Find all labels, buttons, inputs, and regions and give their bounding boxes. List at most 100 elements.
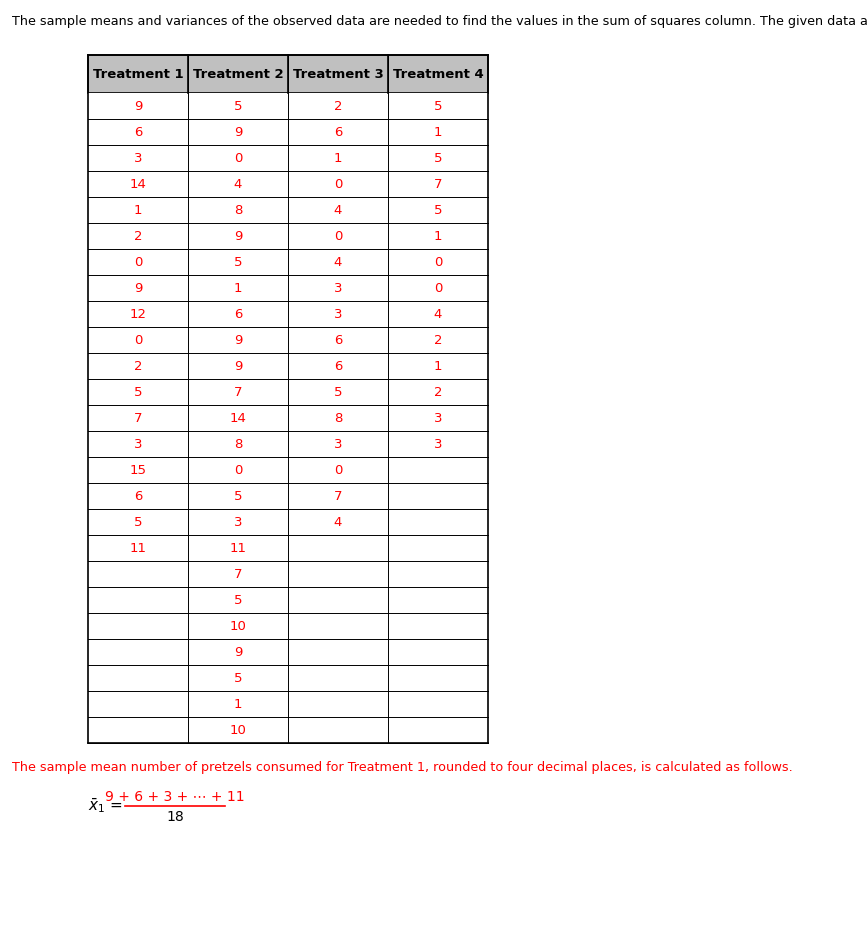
Text: 2: 2 bbox=[134, 230, 142, 242]
Bar bbox=[88, 353, 488, 379]
Text: 9: 9 bbox=[234, 126, 242, 138]
Bar bbox=[88, 119, 488, 145]
Text: 5: 5 bbox=[234, 255, 242, 269]
Text: 6: 6 bbox=[134, 126, 142, 138]
Bar bbox=[88, 249, 488, 275]
Text: 9: 9 bbox=[234, 334, 242, 346]
Text: 14: 14 bbox=[230, 412, 246, 425]
Text: 7: 7 bbox=[334, 489, 342, 502]
Text: 6: 6 bbox=[334, 126, 342, 138]
Bar bbox=[88, 93, 488, 119]
Text: 7: 7 bbox=[134, 412, 142, 425]
Text: 2: 2 bbox=[434, 334, 442, 346]
Text: 3: 3 bbox=[134, 437, 142, 450]
Bar bbox=[88, 691, 488, 717]
Text: 8: 8 bbox=[234, 203, 242, 217]
Text: 1: 1 bbox=[434, 230, 442, 242]
Bar bbox=[88, 379, 488, 405]
Text: 5: 5 bbox=[434, 203, 442, 217]
Text: 18: 18 bbox=[166, 810, 184, 824]
Text: 14: 14 bbox=[129, 178, 147, 190]
Text: 9: 9 bbox=[134, 99, 142, 113]
Text: 0: 0 bbox=[134, 334, 142, 346]
Bar bbox=[88, 483, 488, 509]
Text: 0: 0 bbox=[434, 282, 442, 294]
Text: 6: 6 bbox=[334, 359, 342, 373]
Text: 5: 5 bbox=[134, 516, 142, 529]
Text: 12: 12 bbox=[129, 307, 147, 321]
Text: 3: 3 bbox=[434, 412, 442, 425]
Text: 3: 3 bbox=[334, 437, 342, 450]
Text: 1: 1 bbox=[234, 282, 242, 294]
Text: 0: 0 bbox=[434, 255, 442, 269]
Text: 3: 3 bbox=[234, 516, 242, 529]
Text: 9: 9 bbox=[234, 645, 242, 658]
Text: The sample mean number of pretzels consumed for Treatment 1, rounded to four dec: The sample mean number of pretzels consu… bbox=[12, 761, 792, 774]
Text: 0: 0 bbox=[134, 255, 142, 269]
Text: $\bar{x}_1$ =: $\bar{x}_1$ = bbox=[88, 797, 123, 815]
Text: 9: 9 bbox=[234, 359, 242, 373]
Text: 5: 5 bbox=[434, 151, 442, 165]
Bar bbox=[88, 327, 488, 353]
Text: Treatment 1: Treatment 1 bbox=[93, 67, 183, 80]
Text: 9: 9 bbox=[134, 282, 142, 294]
Text: 6: 6 bbox=[234, 307, 242, 321]
Text: 6: 6 bbox=[134, 489, 142, 502]
Bar bbox=[88, 509, 488, 535]
Bar bbox=[88, 717, 488, 743]
Bar bbox=[88, 613, 488, 639]
Text: 7: 7 bbox=[434, 178, 442, 190]
Text: 10: 10 bbox=[230, 620, 246, 633]
Text: 3: 3 bbox=[434, 437, 442, 450]
Text: 0: 0 bbox=[234, 464, 242, 477]
Text: 4: 4 bbox=[234, 178, 242, 190]
Text: 4: 4 bbox=[334, 203, 342, 217]
Bar bbox=[88, 639, 488, 665]
Text: 4: 4 bbox=[334, 255, 342, 269]
Text: 1: 1 bbox=[334, 151, 342, 165]
Text: 6: 6 bbox=[334, 334, 342, 346]
Bar bbox=[88, 171, 488, 197]
Bar bbox=[88, 197, 488, 223]
Text: 7: 7 bbox=[234, 386, 242, 398]
Text: 5: 5 bbox=[234, 99, 242, 113]
Text: 9: 9 bbox=[234, 230, 242, 242]
Text: 3: 3 bbox=[134, 151, 142, 165]
Text: 8: 8 bbox=[334, 412, 342, 425]
Text: 0: 0 bbox=[234, 151, 242, 165]
Text: 3: 3 bbox=[334, 282, 342, 294]
Text: 10: 10 bbox=[230, 724, 246, 737]
Text: 0: 0 bbox=[334, 230, 342, 242]
Text: 7: 7 bbox=[234, 568, 242, 581]
Text: 9 + 6 + 3 + ⋯ + 11: 9 + 6 + 3 + ⋯ + 11 bbox=[105, 790, 244, 804]
Bar bbox=[88, 457, 488, 483]
Bar bbox=[88, 587, 488, 613]
Text: 4: 4 bbox=[434, 307, 442, 321]
Text: 0: 0 bbox=[334, 178, 342, 190]
Text: 2: 2 bbox=[334, 99, 342, 113]
Text: 0: 0 bbox=[334, 464, 342, 477]
Bar bbox=[88, 223, 488, 249]
Bar bbox=[88, 275, 488, 301]
Bar bbox=[88, 561, 488, 587]
Text: The sample means and variances of the observed data are needed to find the value: The sample means and variances of the ob… bbox=[12, 15, 867, 28]
Text: 5: 5 bbox=[434, 99, 442, 113]
Text: 5: 5 bbox=[234, 593, 242, 606]
Text: 1: 1 bbox=[134, 203, 142, 217]
Bar bbox=[88, 145, 488, 171]
Text: 4: 4 bbox=[334, 516, 342, 529]
Text: 1: 1 bbox=[434, 359, 442, 373]
Text: 11: 11 bbox=[129, 541, 147, 554]
Text: 2: 2 bbox=[134, 359, 142, 373]
Text: Treatment 2: Treatment 2 bbox=[192, 67, 284, 80]
Text: 1: 1 bbox=[234, 697, 242, 710]
Bar bbox=[88, 665, 488, 691]
Bar bbox=[88, 405, 488, 431]
Text: 5: 5 bbox=[234, 489, 242, 502]
Bar bbox=[88, 431, 488, 457]
Text: 5: 5 bbox=[134, 386, 142, 398]
Text: 5: 5 bbox=[334, 386, 342, 398]
Text: 8: 8 bbox=[234, 437, 242, 450]
Text: 15: 15 bbox=[129, 464, 147, 477]
Text: 2: 2 bbox=[434, 386, 442, 398]
